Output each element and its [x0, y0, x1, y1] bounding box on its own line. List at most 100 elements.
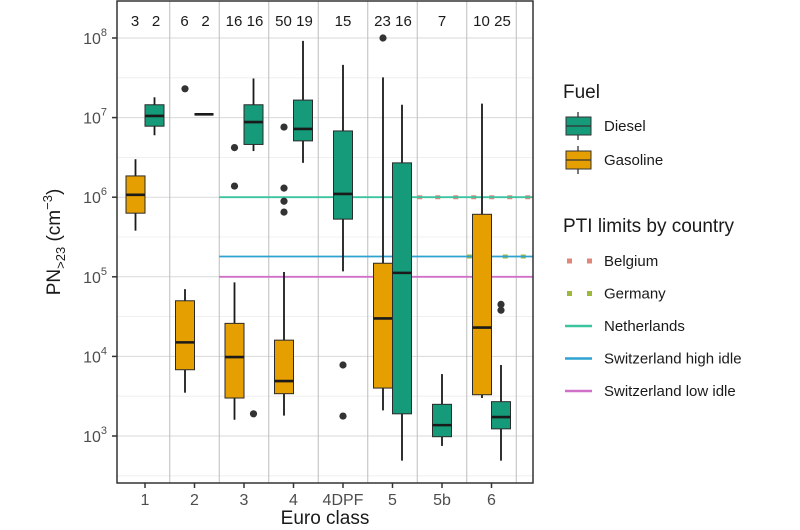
outlier-point — [280, 184, 288, 192]
box-diesel-5 — [392, 104, 412, 461]
box-iqr — [274, 339, 294, 395]
box-iqr — [293, 99, 313, 142]
box-diesel-5b — [432, 374, 452, 446]
legend-item-label: Switzerland high idle — [604, 351, 742, 368]
sample-count-label: 7 — [438, 13, 446, 30]
x-tick-label: 2 — [190, 492, 199, 509]
legend-item-label: Diesel — [604, 118, 646, 135]
y-tick-exponent: 3 — [101, 425, 107, 437]
x-tick-label: 6 — [487, 492, 496, 509]
y-axis-title-unit-sup: −3 — [40, 195, 55, 210]
box-iqr — [373, 262, 393, 389]
y-axis-title: PN>23 (cm−3) — [40, 189, 68, 296]
sample-count-label: 16 — [226, 13, 243, 30]
sample-count-label: 2 — [152, 13, 160, 30]
box-diesel-6 — [491, 300, 511, 461]
x-tick-label: 3 — [240, 492, 249, 509]
legend-key-dot — [587, 258, 592, 264]
sample-count-label: 6 — [180, 13, 188, 30]
legend-item-switzerland-high-idle: Switzerland high idle — [565, 351, 742, 368]
box-iqr — [224, 322, 245, 399]
y-tick-base: 10 — [83, 111, 101, 128]
sample-count-label: 2 — [201, 13, 209, 30]
box-gasoline-6 — [472, 103, 492, 399]
legend-item-germany: Germany — [567, 286, 666, 303]
y-tick-base: 10 — [83, 190, 101, 207]
legend-fuel-items: Diesel Gasoline — [565, 112, 663, 174]
y-tick-exponent: 6 — [101, 186, 107, 198]
sample-count-label: 16 — [395, 13, 412, 30]
y-tick-label: 103 — [83, 425, 107, 446]
y-tick-exponent: 5 — [101, 266, 107, 278]
outlier-point — [280, 208, 288, 216]
x-axis: 1 2 3 4 4DPF 5 5b 6 — [141, 483, 496, 509]
sample-counts: 3 2 6 2 16 16 50 19 15 23 16 7 10 25 — [131, 13, 511, 30]
y-tick-base: 10 — [83, 270, 101, 287]
y-tick-base: 10 — [83, 429, 101, 446]
y-tick-exponent: 7 — [101, 107, 107, 119]
legend-item-diesel: Diesel — [565, 112, 646, 140]
outlier-point — [230, 143, 239, 152]
x-axis-title: Euro class — [281, 508, 370, 529]
outlier-point — [280, 197, 288, 205]
box-gasoline-5 — [373, 34, 393, 411]
outlier-point — [497, 300, 505, 309]
y-axis-title-main: PN — [44, 269, 65, 295]
x-tick-label: 5b — [433, 492, 451, 509]
outlier-point — [249, 410, 258, 418]
outlier-point — [280, 123, 288, 131]
y-tick-label: 106 — [83, 186, 107, 207]
outlier-point — [497, 306, 505, 314]
legend-item-label: Belgium — [604, 253, 658, 270]
outlier-point — [379, 34, 387, 42]
box-diesel-4DPF — [333, 64, 353, 420]
category-dividers — [169, 1, 517, 483]
sample-count-label: 25 — [494, 13, 511, 30]
y-tick-base: 10 — [83, 349, 101, 366]
box-diesel-3 — [243, 78, 264, 418]
sample-count-label: 50 — [275, 13, 292, 30]
legend-key-dot — [587, 291, 592, 296]
y-tick-label: 105 — [83, 266, 107, 287]
sample-count-label: 10 — [473, 13, 490, 30]
box-gasoline-4 — [274, 123, 294, 416]
legend-item-netherlands: Netherlands — [565, 318, 685, 335]
box-diesel-4 — [293, 40, 313, 163]
box-diesel-1 — [144, 97, 165, 136]
legend-item-switzerland-low-idle: Switzerland low idle — [565, 383, 736, 400]
legend-item-label: Germany — [604, 286, 666, 303]
box-iqr — [432, 403, 452, 438]
x-tick-label: 4DPF — [323, 492, 364, 509]
outlier-point — [181, 85, 189, 93]
sample-count-label: 23 — [374, 13, 391, 30]
plot-frame — [116, 0, 534, 484]
legend-fuel-title: Fuel — [563, 82, 600, 103]
legend-key-dot — [567, 291, 572, 296]
box-iqr — [175, 300, 195, 371]
y-tick-exponent: 8 — [101, 27, 107, 39]
box-iqr — [472, 213, 492, 396]
x-tick-label: 1 — [141, 492, 150, 509]
box-iqr — [333, 130, 353, 220]
box-iqr — [243, 104, 264, 145]
y-tick-label: 107 — [83, 107, 107, 128]
legend-pti-title: PTI limits by country — [563, 216, 735, 237]
legend-key-dot — [567, 258, 572, 264]
y-axis-title-subscript: >23 — [53, 247, 68, 269]
sample-count-label: 16 — [247, 13, 264, 30]
box-iqr — [392, 162, 412, 415]
y-tick-exponent: 4 — [101, 345, 107, 357]
legend-item-belgium: Belgium — [567, 253, 658, 270]
sample-count-label: 15 — [335, 13, 352, 30]
outlier-point — [339, 412, 347, 420]
box-gasoline-1 — [125, 159, 146, 231]
sample-count-label: 19 — [296, 13, 313, 30]
x-tick-label: 4 — [289, 492, 298, 509]
y-tick-label: 104 — [83, 345, 107, 366]
box-iqr — [491, 401, 511, 430]
outlier-point — [230, 182, 239, 190]
x-tick-label: 5 — [388, 492, 397, 509]
box-gasoline-3 — [224, 143, 245, 420]
